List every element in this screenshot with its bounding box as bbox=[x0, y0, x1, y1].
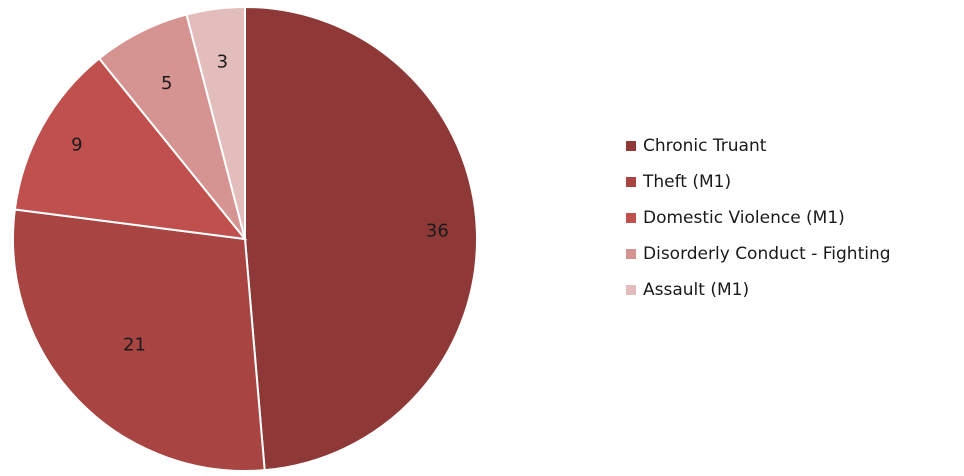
data-label-assault: 3 bbox=[217, 51, 228, 72]
legend-item-assault: Assault (M1) bbox=[626, 272, 891, 308]
legend-label: Assault (M1) bbox=[643, 280, 750, 300]
legend-item-disorderly-conduct: Disorderly Conduct - Fighting bbox=[626, 236, 891, 272]
data-label-theft: 21 bbox=[123, 334, 146, 355]
pie-data-labels: 36 21 9 5 3 bbox=[71, 51, 449, 355]
legend-item-domestic-violence: Domestic Violence (M1) bbox=[626, 200, 891, 236]
pie-slices bbox=[12, 5, 478, 472]
legend-label: Disorderly Conduct - Fighting bbox=[643, 244, 891, 264]
pie-slice-domestic-violence bbox=[13, 57, 248, 241]
legend: Chronic Truant Theft (M1) Domestic Viole… bbox=[626, 128, 891, 308]
legend-item-chronic-truant: Chronic Truant bbox=[626, 128, 891, 164]
data-label-disorderly-conduct: 5 bbox=[161, 73, 172, 94]
legend-label: Theft (M1) bbox=[643, 172, 732, 192]
pie-slice-theft bbox=[12, 208, 266, 472]
legend-label: Chronic Truant bbox=[643, 136, 767, 156]
legend-swatch bbox=[626, 177, 636, 187]
legend-label: Domestic Violence (M1) bbox=[643, 208, 845, 228]
data-label-chronic-truant: 36 bbox=[426, 220, 449, 241]
pie-slice-chronic-truant bbox=[244, 5, 478, 472]
legend-item-theft: Theft (M1) bbox=[626, 164, 891, 200]
data-label-domestic-violence: 9 bbox=[71, 135, 82, 156]
legend-swatch bbox=[626, 213, 636, 223]
legend-swatch bbox=[626, 285, 636, 295]
legend-swatch bbox=[626, 249, 636, 259]
legend-swatch bbox=[626, 141, 636, 151]
pie-slice-assault bbox=[185, 5, 246, 240]
